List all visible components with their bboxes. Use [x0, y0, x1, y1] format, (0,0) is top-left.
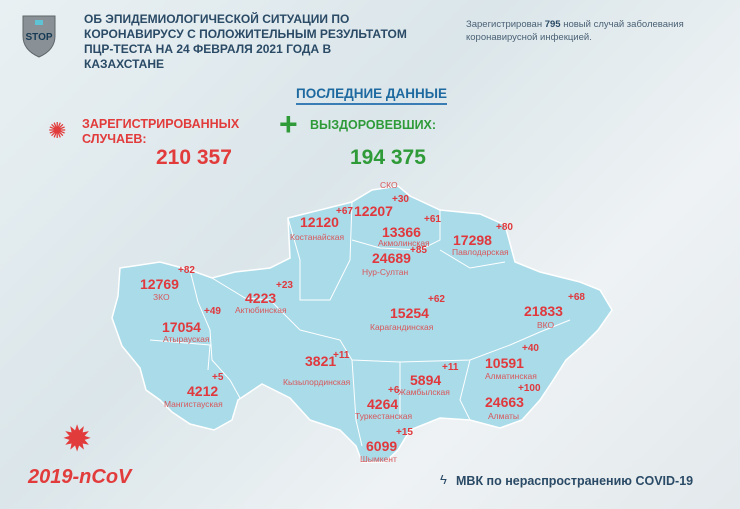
plus-icon: +: [279, 106, 298, 142]
region-cases: 5894: [410, 372, 442, 388]
region-name: СКО: [380, 180, 398, 190]
region-new-cases: +11: [442, 362, 459, 373]
region-name: ЗКО: [153, 292, 170, 302]
title-line: ПЦР-ТЕСТА НА 24 ФЕВРАЛЯ 2021 ГОДА В КАЗА…: [84, 42, 332, 71]
region-new-cases: +40: [522, 343, 539, 354]
region-cases: 17054: [162, 319, 201, 335]
region-new-cases: +15: [396, 427, 413, 438]
title-line: КОРОНАВИРУСУ С ПОЛОЖИТЕЛЬНЫМ РЕЗУЛЬТАТОМ: [84, 27, 407, 41]
region-name: Атырауская: [163, 334, 210, 344]
note-prefix: Зарегистрирован: [466, 19, 545, 30]
region-cases: 6099: [366, 438, 398, 454]
region-new-cases: +82: [178, 265, 195, 276]
title-line: ОБ ЭПИДЕМИОЛОГИЧЕСКОЙ СИТУАЦИИ ПО: [84, 12, 350, 26]
lightning-icon: ϟ: [440, 472, 447, 487]
region-new-cases: +5: [212, 372, 224, 383]
region-cases: 24663: [485, 394, 524, 410]
region-name: ВКО: [537, 320, 555, 330]
region-new-cases: +67: [336, 206, 353, 217]
region-cases: 12207: [354, 203, 393, 219]
region-name: Актюбинская: [235, 305, 287, 315]
region-new-cases: +61: [424, 214, 441, 225]
region-cases: 4264: [367, 396, 399, 412]
recovered-label: ВЫЗДОРОВЕВШИХ:: [310, 118, 437, 132]
region-name: Жамбылская: [398, 387, 450, 397]
region-cases: 15254: [390, 305, 429, 321]
region-new-cases: +100: [518, 383, 541, 394]
latest-data-heading: ПОСЛЕДНИЕ ДАННЫЕ: [296, 86, 448, 105]
region-new-cases: +6: [388, 385, 400, 396]
region-new-cases: +68: [568, 292, 585, 303]
region-cases: 17298: [453, 232, 492, 248]
region-name: Карагандинская: [370, 322, 434, 332]
region-cases: 12120: [300, 214, 339, 230]
note-count: 795: [544, 19, 561, 30]
registered-label-line: СЛУЧАЕВ:: [82, 132, 147, 146]
page-title: ОБ ЭПИДЕМИОЛОГИЧЕСКОЙ СИТУАЦИИ ПО КОРОНА…: [84, 12, 414, 72]
ncov-label: 2019-nCoV: [28, 466, 132, 488]
region-cases: 10591: [485, 355, 524, 371]
region-cases: 12769: [140, 276, 179, 292]
region-cases: 13366: [382, 224, 421, 240]
region-cases: 24689: [372, 250, 411, 266]
region-cases: 21833: [524, 303, 563, 319]
region-name: Костанайская: [290, 232, 345, 242]
registered-label: ЗАРЕГИСТРИРОВАННЫХ СЛУЧАЕВ:: [82, 117, 239, 147]
region-borders: [149, 201, 571, 447]
region-new-cases: +23: [276, 280, 293, 291]
note-suffix: новый случай заболевания коронавирусной …: [466, 19, 684, 43]
region-cases: 3821: [305, 353, 337, 369]
region-new-cases: +80: [496, 222, 513, 233]
mvk-label: МВК по нераспространению COVID-19: [456, 474, 694, 488]
stop-logo: STOP: [20, 12, 58, 58]
region-new-cases: +62: [428, 294, 445, 305]
coronavirus-icon: ✹: [62, 418, 93, 459]
region-name: Алматинская: [485, 371, 537, 381]
region-new-cases: +30: [392, 194, 409, 205]
recovered-value: 194 375: [350, 146, 426, 169]
region-name: Туркестанская: [355, 411, 413, 421]
registered-label-line: ЗАРЕГИСТРИРОВАННЫХ: [82, 117, 240, 131]
region-name: Кызылординская: [283, 377, 351, 387]
region-new-cases: +11: [333, 350, 350, 361]
virus-icon: ✺: [48, 118, 67, 143]
region-name: Нур-Султан: [362, 267, 409, 277]
svg-text:STOP: STOP: [25, 32, 52, 43]
new-cases-note: Зарегистрирован 795 новый случай заболев…: [466, 18, 716, 44]
region-name: Павлодарская: [452, 247, 509, 257]
region-name: Алматы: [488, 411, 520, 421]
region-cases: 4212: [187, 383, 219, 399]
region-cases: 4223: [245, 290, 277, 306]
region-name: Акмолинская: [378, 238, 430, 248]
region-new-cases: +49: [204, 306, 221, 317]
region-new-cases: +85: [410, 245, 427, 256]
region-name: Мангистауская: [164, 399, 223, 409]
registered-value: 210 357: [156, 146, 232, 169]
region-name: Шымкент: [360, 454, 397, 464]
